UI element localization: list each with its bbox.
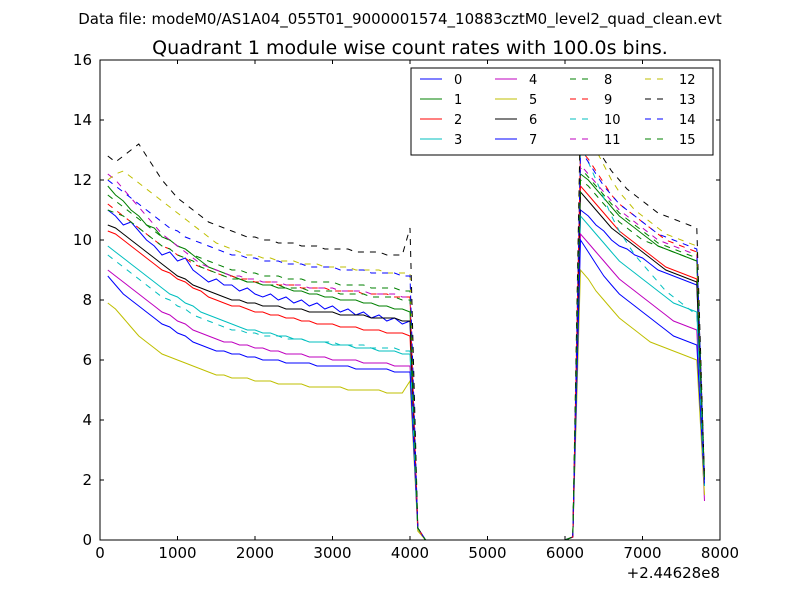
x-offset-label: +2.44628e8 <box>627 564 720 582</box>
series-line-11 <box>107 163 705 540</box>
series-line-8 <box>107 166 705 540</box>
legend-label-6: 6 <box>529 113 537 128</box>
legend-label-3: 3 <box>454 133 462 148</box>
legend-label-15: 15 <box>679 133 696 148</box>
legend-label-4: 4 <box>529 73 537 88</box>
y-tick-label: 4 <box>82 411 92 429</box>
legend-label-9: 9 <box>604 93 612 108</box>
series-line-4 <box>107 232 705 540</box>
legend-label-13: 13 <box>679 93 696 108</box>
y-tick-label: 2 <box>82 471 92 489</box>
x-tick-label: 1000 <box>158 544 196 562</box>
legend-label-14: 14 <box>679 113 696 128</box>
series-line-10 <box>107 143 705 540</box>
y-tick-label: 14 <box>73 111 92 129</box>
series-line-5 <box>107 268 705 540</box>
series-line-0 <box>107 209 705 540</box>
series-line-12 <box>107 104 705 540</box>
figure-suptitle: Data file: modeM0/AS1A04_055T01_90000015… <box>78 10 722 29</box>
series-line-15 <box>107 179 705 540</box>
x-tick-label: 2000 <box>236 544 274 562</box>
x-tick-label: 5000 <box>468 544 506 562</box>
legend-box <box>410 67 714 156</box>
y-tick-label: 12 <box>73 171 92 189</box>
x-tick-label: 8000 <box>701 544 739 562</box>
legend-label-2: 2 <box>454 113 462 128</box>
series-line-6 <box>107 190 705 540</box>
series-line-2 <box>107 184 705 540</box>
legend-label-10: 10 <box>604 113 621 128</box>
y-tick-label: 8 <box>82 291 92 309</box>
series-line-3 <box>107 214 705 540</box>
legend-label-1: 1 <box>454 93 462 108</box>
x-tick-label: 6000 <box>546 544 584 562</box>
series-layer <box>107 104 705 540</box>
legend-label-7: 7 <box>529 133 537 148</box>
series-line-9 <box>107 148 705 540</box>
y-tick-label: 10 <box>73 231 92 249</box>
series-line-13 <box>107 113 705 540</box>
x-tick-label: 3000 <box>313 544 351 562</box>
legend-label-0: 0 <box>454 73 462 88</box>
series-line-7 <box>107 238 705 540</box>
legend-label-8: 8 <box>604 73 612 88</box>
x-tick-label: 7000 <box>623 544 661 562</box>
chart-title: Quadrant 1 module wise count rates with … <box>152 37 668 59</box>
legend-label-5: 5 <box>529 93 537 108</box>
y-tick-label: 16 <box>73 51 92 69</box>
series-line-14 <box>107 148 705 540</box>
y-tick-label: 0 <box>82 531 92 549</box>
x-axis: 0 1000 2000 3000 4000 5000 6000 7000 8000 <box>95 60 739 562</box>
legend-label-12: 12 <box>679 73 696 88</box>
x-tick-label: 0 <box>95 544 105 562</box>
y-tick-label: 6 <box>82 351 92 369</box>
legend-label-11: 11 <box>604 133 621 148</box>
x-tick-label: 4000 <box>391 544 429 562</box>
